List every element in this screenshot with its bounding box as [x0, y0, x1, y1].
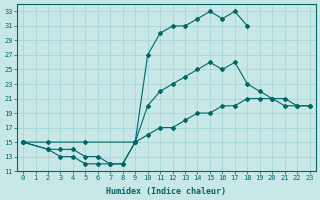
X-axis label: Humidex (Indice chaleur): Humidex (Indice chaleur): [106, 187, 226, 196]
